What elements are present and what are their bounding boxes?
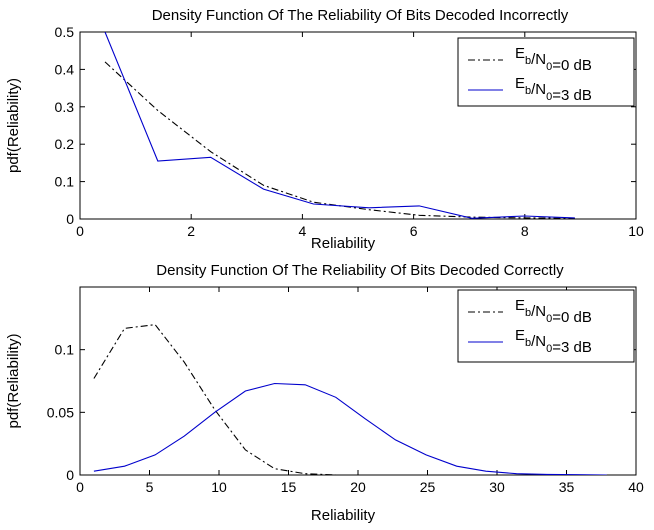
y-tick-label: 0.1 — [55, 342, 75, 358]
legend-entry: Eb/N0=3 dB — [515, 75, 592, 104]
y-tick-label: 0.1 — [55, 174, 75, 190]
x-tick-label: 20 — [350, 479, 366, 495]
x-tick-label: 30 — [489, 479, 505, 495]
plot-area-frame — [79, 31, 637, 220]
series-line-1 — [93, 324, 336, 475]
x-axis-label: Reliability — [311, 235, 376, 252]
y-axis-label: pdf(Reliability) — [5, 78, 22, 173]
x-tick-label: 25 — [420, 479, 436, 495]
series-line-2 — [93, 382, 607, 475]
x-tick-label: 40 — [628, 479, 644, 495]
series-line-2 — [104, 32, 575, 219]
x-tick-label: 6 — [410, 223, 418, 239]
y-tick-label: 0.05 — [47, 404, 74, 420]
x-tick-label: 10 — [211, 479, 227, 495]
y-tick-label: 0.3 — [55, 99, 75, 115]
chart-title: Density Function Of The Reliability Of B… — [152, 7, 569, 24]
x-tick-label: 8 — [521, 223, 529, 239]
x-tick-label: 0 — [76, 479, 84, 495]
y-axis-label: pdf(Reliability) — [5, 333, 22, 428]
y-tick-label: 0 — [66, 211, 74, 227]
subplot-1: Density Function Of The Reliability Of B… — [5, 7, 644, 252]
subplot-2: Density Function Of The Reliability Of B… — [5, 262, 644, 524]
y-tick-label: 0 — [66, 467, 74, 483]
y-tick-label: 0.2 — [55, 136, 75, 152]
legend-entry: Eb/N0=0 dB — [515, 297, 592, 326]
y-tick-label: 0.5 — [55, 24, 75, 40]
x-tick-label: 0 — [76, 223, 84, 239]
x-tick-label: 15 — [281, 479, 297, 495]
x-tick-label: 2 — [187, 223, 195, 239]
x-tick-label: 5 — [146, 479, 154, 495]
x-tick-label: 4 — [299, 223, 307, 239]
chart-title: Density Function Of The Reliability Of B… — [156, 262, 564, 279]
legend-entry: Eb/N0=3 dB — [515, 327, 592, 356]
legend-box — [457, 289, 635, 363]
y-tick-label: 0.4 — [55, 61, 75, 77]
legend-entry: Eb/N0=0 dB — [515, 45, 592, 74]
x-tick-label: 35 — [559, 479, 575, 495]
x-axis-label: Reliability — [311, 507, 376, 524]
x-tick-label: 10 — [628, 223, 644, 239]
legend-box — [457, 37, 635, 107]
